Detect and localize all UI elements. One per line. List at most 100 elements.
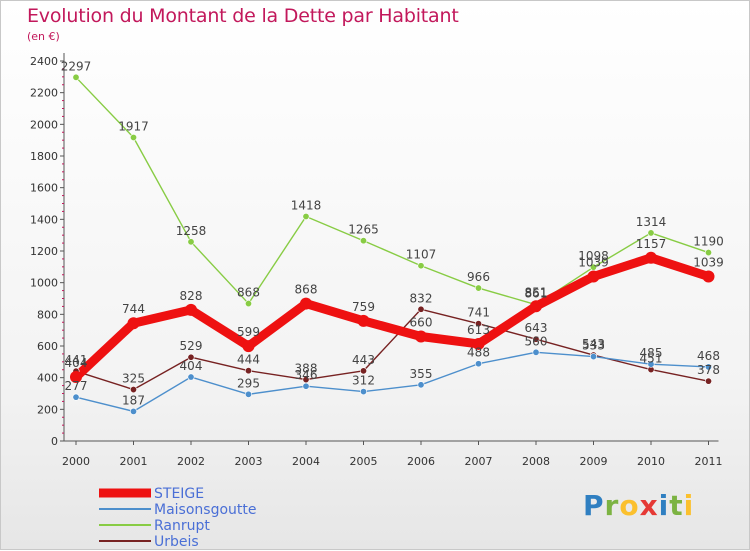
data-point <box>587 270 600 283</box>
data-label: 759 <box>352 300 375 314</box>
data-label: 828 <box>180 289 203 303</box>
data-label: 1258 <box>176 224 207 238</box>
proxiti-logo: Proxiti <box>583 489 694 522</box>
data-label: 1107 <box>406 248 437 262</box>
data-label: 2297 <box>61 59 92 73</box>
y-tick-label: 800 <box>37 308 58 321</box>
data-label: 660 <box>410 316 433 330</box>
data-point <box>70 371 82 384</box>
data-point <box>704 363 712 371</box>
data-label: 1265 <box>348 223 379 237</box>
data-point <box>647 360 655 368</box>
data-point <box>417 262 425 270</box>
data-label: 404 <box>180 359 203 373</box>
data-point <box>127 317 140 330</box>
data-label: 404 <box>65 356 88 370</box>
series-line <box>75 308 710 391</box>
data-label: 832 <box>410 291 433 305</box>
data-label: 966 <box>467 270 490 284</box>
data-label: 468 <box>697 349 720 363</box>
data-label: 744 <box>122 302 145 316</box>
data-label: 560 <box>525 334 548 348</box>
data-point <box>187 373 195 381</box>
logo-letter: i <box>683 489 695 522</box>
data-point <box>130 133 138 141</box>
data-point <box>474 284 482 292</box>
y-tick-label: 600 <box>37 340 58 353</box>
axes: 0 200 400 600 800 1000 1200 1400 1600 1800 2000 220… <box>30 53 723 468</box>
series-line <box>75 76 710 306</box>
logo-letter: t <box>669 489 684 522</box>
x-tick-label: 2005 <box>350 455 378 468</box>
data-label: 378 <box>697 363 720 377</box>
data-label: 355 <box>410 367 433 381</box>
data-label: 868 <box>295 283 318 297</box>
y-tick-label: 2000 <box>30 118 58 131</box>
data-label: 485 <box>640 346 663 360</box>
data-point <box>474 320 482 328</box>
x-tick-label: 2007 <box>465 455 493 468</box>
data-point <box>589 263 597 271</box>
data-point <box>702 270 715 283</box>
data-point <box>474 360 482 368</box>
logo-letter: o <box>619 489 640 522</box>
data-point <box>704 377 712 385</box>
data-label: 741 <box>467 306 490 320</box>
x-tick-label: 2004 <box>292 455 320 468</box>
x-tick-label: 2008 <box>522 455 550 468</box>
data-label: 529 <box>180 339 203 353</box>
data-point <box>245 390 253 398</box>
data-point <box>72 393 80 401</box>
y-tick-label: 200 <box>37 403 58 416</box>
data-label: 599 <box>237 325 260 339</box>
y-tick-label: 1600 <box>30 182 58 195</box>
logo-letter: x <box>639 489 659 522</box>
legend-label: Urbeis <box>154 534 199 550</box>
data-point <box>417 381 425 389</box>
data-label: 277 <box>65 379 88 393</box>
series-line <box>71 253 713 382</box>
y-tick-label: 2400 <box>30 55 58 68</box>
data-point <box>647 229 655 237</box>
data-label: 441 <box>65 353 88 367</box>
data-point <box>130 407 138 415</box>
data-label: 295 <box>237 376 260 390</box>
data-point <box>645 251 657 264</box>
y-tick-label: 0 <box>51 435 58 448</box>
data-point <box>532 335 540 343</box>
data-point <box>472 337 485 350</box>
x-tick-label: 2006 <box>407 455 435 468</box>
data-label: 1039 <box>578 255 609 269</box>
data-point <box>300 297 312 310</box>
data-point <box>242 340 255 353</box>
y-tick-label: 1400 <box>30 213 58 226</box>
data-label: 451 <box>640 352 663 366</box>
data-point <box>357 314 370 327</box>
data-point <box>704 249 712 257</box>
data-label: 346 <box>295 368 318 382</box>
data-point <box>72 73 80 81</box>
data-point <box>532 348 540 356</box>
data-label: 1157 <box>636 237 667 251</box>
data-label: 613 <box>467 323 490 337</box>
data-label: 1917 <box>118 119 149 133</box>
data-point <box>185 303 197 316</box>
x-tick-label: 2003 <box>235 455 263 468</box>
chart-subtitle: (en €) <box>27 30 60 43</box>
x-tick-label: 2000 <box>62 455 90 468</box>
data-point <box>359 367 367 375</box>
y-tick-label: 400 <box>37 372 58 385</box>
x-tick-label: 2009 <box>580 455 608 468</box>
y-tick-label: 1200 <box>30 245 58 258</box>
data-point <box>187 353 195 361</box>
data-label: 533 <box>582 339 605 353</box>
data-label: 1190 <box>693 235 724 249</box>
x-tick-label: 2010 <box>637 455 665 468</box>
data-point <box>530 300 542 313</box>
data-point <box>187 238 195 246</box>
chart-title: Evolution du Montant de la Dette par Hab… <box>27 5 459 27</box>
data-label: 851 <box>525 285 548 299</box>
